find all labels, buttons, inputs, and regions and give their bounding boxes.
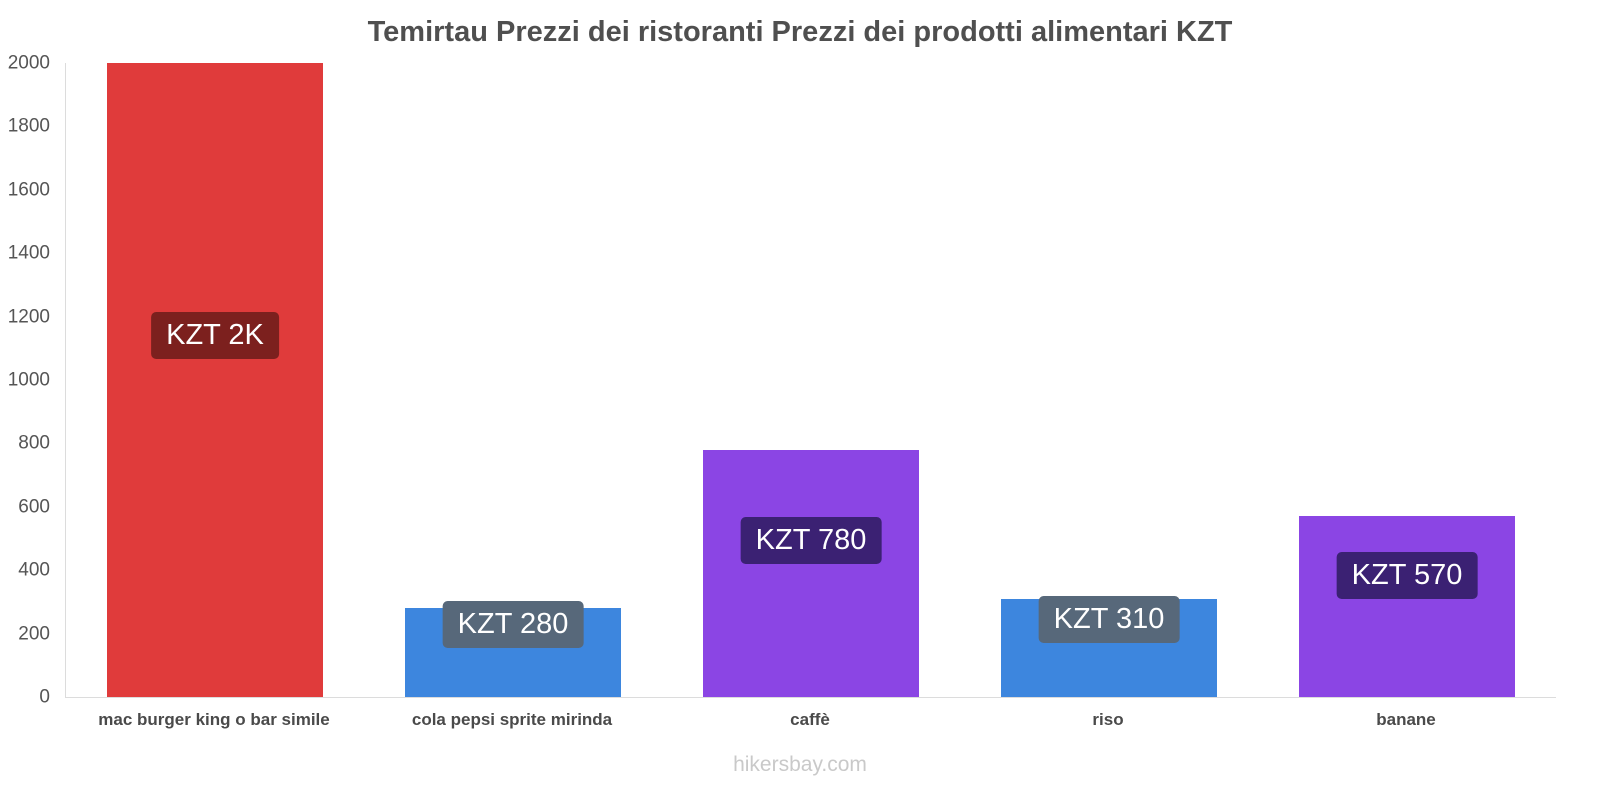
- bar-value-label: KZT 2K: [151, 311, 279, 359]
- y-axis-tick-label: 200: [18, 623, 50, 645]
- x-axis-category-label: mac burger king o bar simile: [98, 710, 330, 729]
- bar-5[interactable]: KZT 570: [1299, 516, 1515, 697]
- y-axis-tick-label: 1400: [7, 242, 50, 264]
- y-axis: 0 200 400 600 800 1000 1200 1400 1600 1800 2000: [0, 54, 58, 707]
- bar-4[interactable]: KZT 310: [1001, 595, 1217, 697]
- bar-value-label: KZT 310: [1038, 595, 1180, 643]
- x-axis-category-label: banane: [1376, 710, 1436, 729]
- bar-3[interactable]: KZT 780: [703, 449, 919, 697]
- chart-title: Temirtau Prezzi dei ristoranti Prezzi de…: [367, 16, 1233, 48]
- bar-slot: KZT 780: [662, 63, 960, 697]
- bar-slot: KZT 280: [364, 63, 662, 697]
- x-axis-category-label: riso: [1092, 710, 1124, 729]
- bar-slot: KZT 310: [960, 63, 1258, 697]
- bar-value-label: KZT 570: [1336, 552, 1478, 600]
- y-axis-tick-label: 1000: [7, 369, 50, 391]
- y-axis-tick-label: 800: [18, 432, 50, 454]
- y-axis-tick-label: 400: [18, 559, 50, 581]
- bar-value-label: KZT 780: [740, 516, 882, 564]
- y-axis-tick-label: 1800: [7, 115, 50, 137]
- x-axis-category-label: cola pepsi sprite mirinda: [411, 710, 613, 729]
- y-axis-tick-label: 0: [39, 686, 50, 708]
- watermark-text: hikersbay.com: [733, 753, 867, 776]
- y-axis-tick-label: 1600: [7, 179, 50, 201]
- y-axis-tick-label: 2000: [7, 52, 50, 74]
- x-axis: mac burger king o bar simile cola pepsi s…: [65, 710, 1555, 730]
- y-axis-tick-label: 1200: [7, 306, 50, 328]
- plot-area: KZT 2K KZT 280 KZT 780 KZT 310 KZT 570: [65, 63, 1556, 698]
- bar-2[interactable]: KZT 280: [405, 600, 621, 697]
- bar-slot: KZT 2K: [66, 63, 364, 697]
- bar-slot: KZT 570: [1258, 63, 1556, 697]
- y-axis-tick-label: 600: [18, 496, 50, 518]
- bar-value-label: KZT 280: [442, 600, 584, 648]
- bar-1[interactable]: KZT 2K: [107, 63, 323, 697]
- x-axis-category-label: caffè: [790, 710, 830, 729]
- bars-row: KZT 2K KZT 280 KZT 780 KZT 310 KZT 570: [66, 63, 1556, 697]
